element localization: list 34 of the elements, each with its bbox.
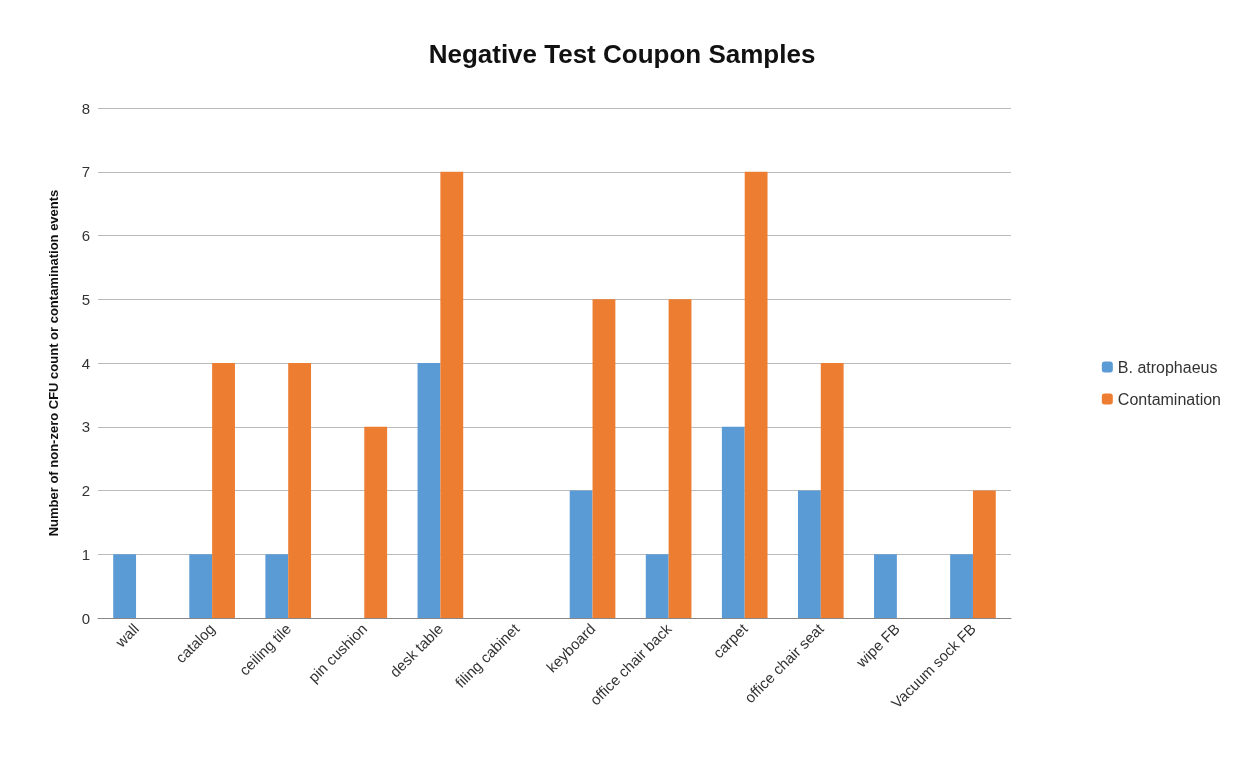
y-tick-label: 2 [81, 482, 90, 499]
x-tick-label: wipe FB [851, 619, 903, 671]
bar [972, 490, 996, 618]
y-tick-label: 6 [81, 227, 90, 244]
x-tick-label: wall [111, 619, 143, 651]
legend-label: Contamination [1117, 390, 1221, 408]
bar [592, 299, 616, 618]
bar [744, 171, 768, 618]
y-tick-label: 1 [81, 545, 90, 563]
bar [189, 554, 213, 618]
bar [721, 426, 745, 618]
bar [874, 554, 897, 618]
bar [569, 490, 593, 618]
y-tick-label: 4 [81, 354, 90, 372]
y-tick-label: 3 [81, 418, 90, 436]
y-tick-label: 5 [81, 290, 90, 308]
bar [645, 554, 669, 618]
bar [265, 554, 289, 618]
y-tick-label: 7 [81, 163, 90, 181]
bar [113, 554, 137, 618]
legend-label: B. atrophaeus [1117, 358, 1218, 376]
bar [440, 171, 464, 618]
bar [797, 490, 821, 618]
bar [668, 299, 692, 618]
bar [212, 363, 235, 618]
chart-title: Negative Test Coupon Samples [428, 39, 816, 69]
bar [950, 554, 973, 618]
bar [417, 363, 441, 618]
bar [364, 426, 388, 618]
bar [288, 363, 312, 618]
bar [820, 363, 844, 618]
y-tick-label: 0 [81, 609, 90, 627]
y-tick-label: 8 [81, 99, 90, 117]
y-axis-title: Number of non-zero CFU count or contamination events [46, 189, 61, 537]
